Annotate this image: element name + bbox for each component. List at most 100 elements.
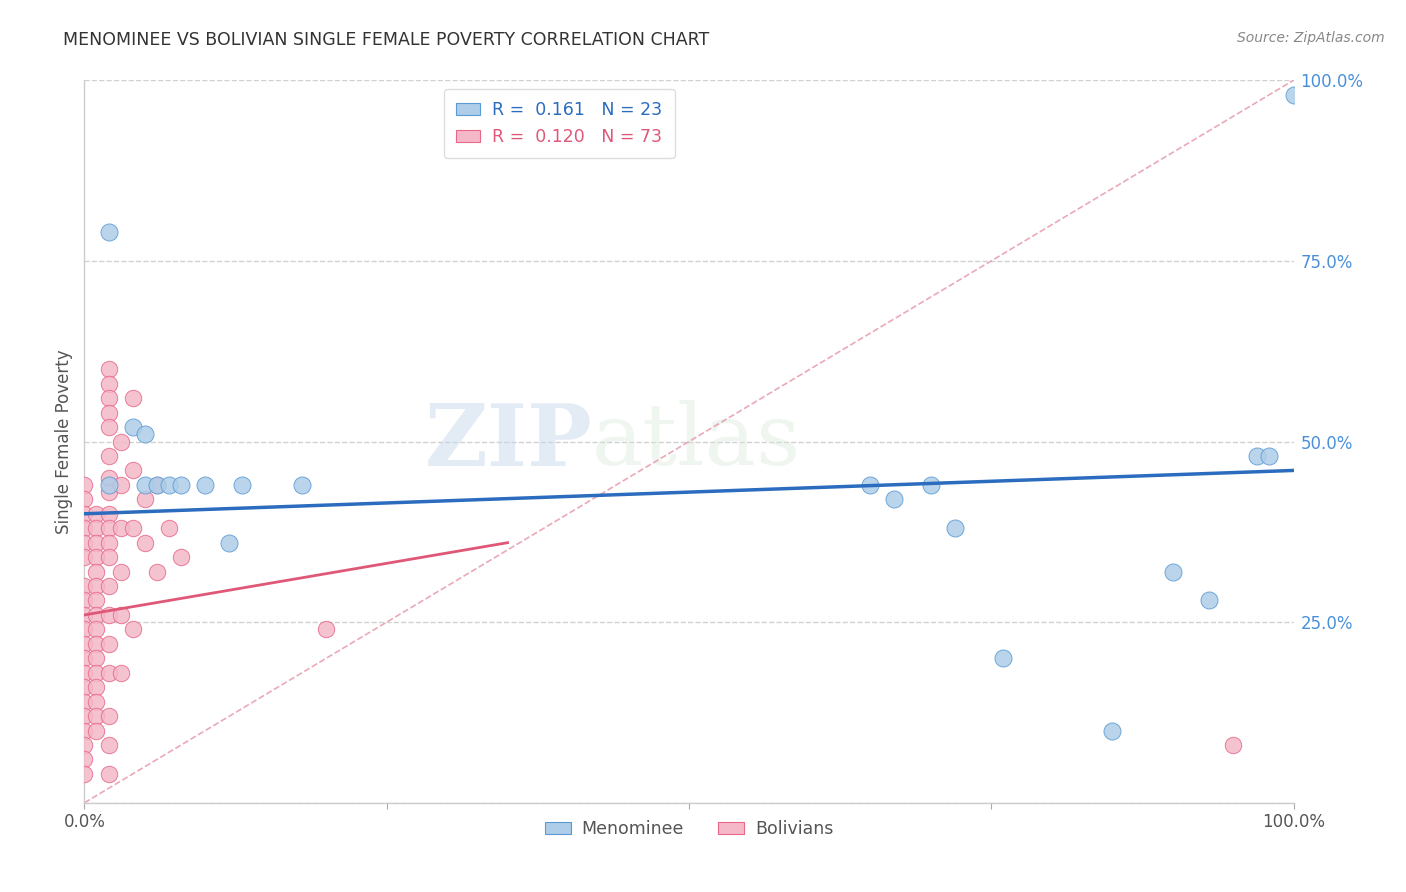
Point [97, 767, 120, 781]
Point [134, 535, 156, 549]
Point [86, 593, 108, 607]
Point [859, 478, 882, 492]
Point [97, 471, 120, 485]
Point [291, 478, 314, 492]
Point [86, 709, 108, 723]
Point [157, 478, 180, 492]
Point [110, 565, 132, 579]
Point [86, 723, 108, 738]
Point [86, 607, 108, 622]
Point [86, 579, 108, 593]
Point [73, 752, 96, 766]
Legend: Menominee, Bolivians: Menominee, Bolivians [538, 813, 839, 845]
Point [110, 434, 132, 449]
Point [110, 607, 132, 622]
Point [86, 623, 108, 637]
Point [121, 463, 143, 477]
Point [73, 550, 96, 565]
Text: ZIP: ZIP [425, 400, 592, 483]
Point [73, 623, 96, 637]
Point [121, 391, 143, 405]
Point [97, 485, 120, 500]
Point [121, 420, 143, 434]
Point [1258, 449, 1281, 463]
Point [97, 579, 120, 593]
Point [73, 521, 96, 535]
Point [73, 535, 96, 549]
Point [1101, 723, 1123, 738]
Point [97, 550, 120, 565]
Point [73, 767, 96, 781]
Text: MENOMINEE VS BOLIVIAN SINGLE FEMALE POVERTY CORRELATION CHART: MENOMINEE VS BOLIVIAN SINGLE FEMALE POVE… [63, 31, 710, 49]
Point [883, 492, 905, 507]
Point [73, 695, 96, 709]
Point [218, 535, 240, 549]
Point [73, 665, 96, 680]
Point [121, 623, 143, 637]
Point [73, 492, 96, 507]
Point [993, 651, 1015, 665]
Point [97, 406, 120, 420]
Point [1246, 449, 1268, 463]
Point [1198, 593, 1220, 607]
Point [86, 565, 108, 579]
Point [86, 665, 108, 680]
Point [97, 362, 120, 376]
Point [170, 478, 193, 492]
Point [97, 391, 120, 405]
Point [943, 521, 966, 535]
Point [86, 637, 108, 651]
Text: atlas: atlas [592, 400, 801, 483]
Point [315, 623, 337, 637]
Point [73, 651, 96, 665]
Point [86, 507, 108, 521]
Point [134, 478, 156, 492]
Point [73, 579, 96, 593]
Y-axis label: Single Female Poverty: Single Female Poverty [55, 350, 73, 533]
Point [194, 478, 217, 492]
Point [73, 607, 96, 622]
Point [110, 665, 132, 680]
Point [86, 550, 108, 565]
Point [110, 521, 132, 535]
Text: Source: ZipAtlas.com: Source: ZipAtlas.com [1237, 31, 1385, 45]
Point [146, 478, 169, 492]
Point [146, 478, 169, 492]
Point [97, 521, 120, 535]
Point [86, 535, 108, 549]
Point [97, 376, 120, 391]
Point [157, 521, 180, 535]
Point [170, 550, 193, 565]
Point [97, 709, 120, 723]
Point [97, 738, 120, 752]
Point [97, 607, 120, 622]
Point [1222, 738, 1244, 752]
Point [920, 478, 942, 492]
Point [97, 225, 120, 239]
Point [73, 738, 96, 752]
Point [1282, 87, 1305, 102]
Point [97, 507, 120, 521]
Point [97, 535, 120, 549]
Point [97, 420, 120, 434]
Point [97, 478, 120, 492]
Point [73, 507, 96, 521]
Point [97, 449, 120, 463]
Point [86, 680, 108, 694]
Point [1161, 565, 1184, 579]
Point [86, 695, 108, 709]
Point [97, 665, 120, 680]
Point [73, 680, 96, 694]
Point [73, 593, 96, 607]
Point [110, 478, 132, 492]
Point [121, 521, 143, 535]
Point [73, 637, 96, 651]
Point [231, 478, 253, 492]
Point [73, 709, 96, 723]
Point [97, 637, 120, 651]
Point [73, 723, 96, 738]
Point [86, 521, 108, 535]
Point [73, 478, 96, 492]
Point [86, 651, 108, 665]
Point [146, 565, 169, 579]
